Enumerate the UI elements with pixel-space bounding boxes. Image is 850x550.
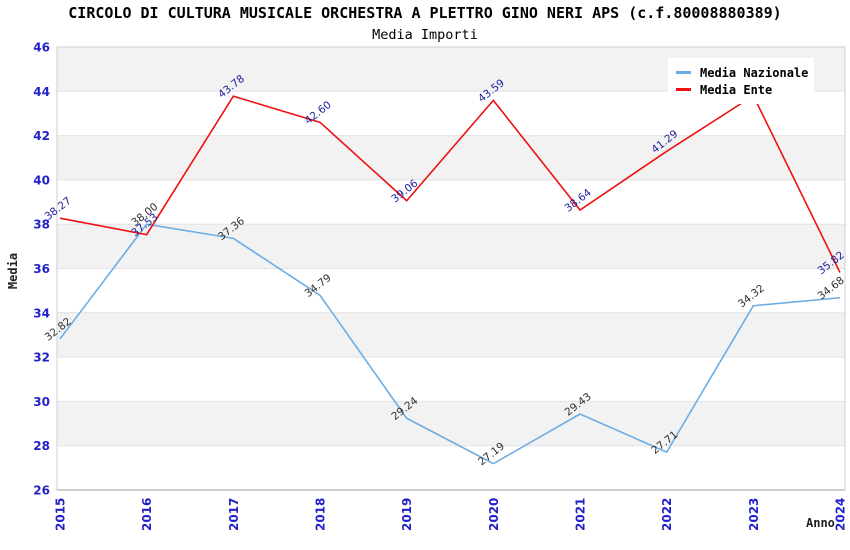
x-tick-label: 2018 xyxy=(314,498,328,531)
media-nazionale-line-swatch xyxy=(676,71,691,74)
y-tick-label: 32 xyxy=(33,351,50,365)
data-label: 34.32 xyxy=(736,282,767,310)
data-label: 42.60 xyxy=(303,99,334,127)
chart-subtitle: Media Importi xyxy=(372,27,478,43)
legend-item-media-nazionale: Media Nazionale xyxy=(676,64,809,81)
data-label: 39.06 xyxy=(389,177,420,205)
data-label: 38.27 xyxy=(43,195,74,223)
plot-band xyxy=(57,312,845,358)
plot-band xyxy=(57,135,845,180)
y-tick-label: 42 xyxy=(33,129,50,143)
y-tick-label: 40 xyxy=(33,173,50,187)
plot-band xyxy=(57,224,845,269)
series-line-media-ente xyxy=(59,94,841,273)
x-tick-label: 2017 xyxy=(227,498,241,531)
plot-band xyxy=(57,401,845,446)
legend-label-media-nazionale: Media Nazionale xyxy=(700,65,809,80)
legend-item-media-ente: Media Ente xyxy=(676,81,806,98)
x-tick-label: 2022 xyxy=(660,498,674,531)
y-tick-label: 46 xyxy=(33,41,50,55)
y-tick-label: 26 xyxy=(33,484,50,498)
y-tick-label: 36 xyxy=(33,262,50,276)
series-line-media-nazionale xyxy=(59,223,841,465)
data-label: 34.79 xyxy=(303,272,334,300)
x-axis-title: Anno xyxy=(806,516,835,530)
media-ente-line-swatch xyxy=(676,88,691,91)
x-tick-label: 2019 xyxy=(400,498,414,531)
data-label: 38.64 xyxy=(563,186,594,214)
x-tick-label: 2021 xyxy=(574,498,588,531)
x-tick-label: 2020 xyxy=(487,498,501,531)
y-tick-label: 44 xyxy=(33,85,50,99)
x-tick-label: 2024 xyxy=(834,498,848,531)
x-tick-label: 2015 xyxy=(54,498,68,531)
y-tick-label: 38 xyxy=(33,218,50,232)
y-tick-label: 30 xyxy=(33,395,50,409)
y-axis-title: Media xyxy=(6,252,20,290)
legend-label-media-ente: Media Ente xyxy=(700,82,773,97)
x-tick-label: 2016 xyxy=(140,498,154,531)
chart-title: CIRCOLO DI CULTURA MUSICALE ORCHESTRA A … xyxy=(68,4,782,22)
legend: Media Nazionale Media Ente xyxy=(668,58,814,104)
y-tick-label: 28 xyxy=(33,439,50,453)
x-tick-label: 2023 xyxy=(747,498,761,531)
y-tick-label: 34 xyxy=(33,306,50,320)
